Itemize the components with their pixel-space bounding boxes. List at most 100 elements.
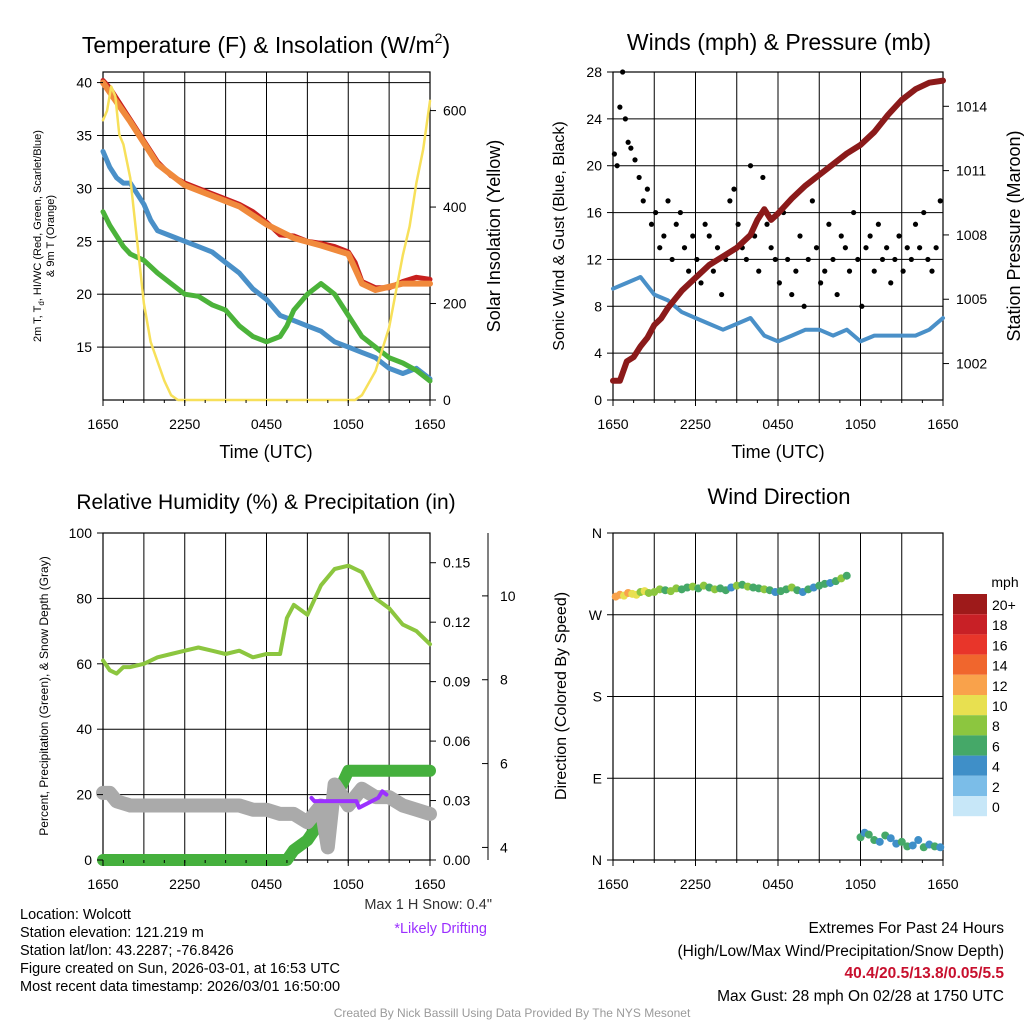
- y2-tick-label: 0.03: [443, 793, 470, 809]
- gust-point: [830, 256, 836, 263]
- legend-label: 14: [992, 658, 1008, 674]
- gust-point: [714, 245, 721, 251]
- y-tick-label: 35: [76, 127, 92, 143]
- legend-label: 2: [992, 779, 1000, 795]
- gust-point: [776, 280, 782, 286]
- gust-point: [690, 233, 696, 239]
- gust-point: [747, 163, 754, 169]
- y-tick-label: 0: [594, 392, 602, 408]
- gust-point: [809, 198, 815, 204]
- gust-point: [611, 151, 617, 157]
- station-location: Location: Wolcott: [20, 907, 131, 923]
- gust-point: [867, 233, 873, 239]
- gust-point: [818, 280, 824, 286]
- station-elevation: Station elevation: 121.219 m: [20, 925, 204, 941]
- max-snow-note: Max 1 H Snow: 0.4": [364, 897, 492, 913]
- gust-point: [888, 280, 894, 286]
- gust-point: [834, 291, 840, 298]
- wind-direction-points: [611, 571, 945, 852]
- y-tick-label: 28: [586, 64, 602, 80]
- y-tick-label: 24: [586, 111, 602, 127]
- y-tick-label: 20: [76, 787, 92, 803]
- wind-direction-ticks: 1650 2250 0450 1050 1650 N W S E N: [589, 525, 959, 892]
- gust-point: [614, 163, 620, 169]
- y2-tick-label: 1002: [956, 356, 987, 372]
- x-tick-label: 1650: [927, 416, 958, 432]
- x-tick-label: 1650: [414, 416, 445, 432]
- y-tick-label: 80: [76, 590, 92, 606]
- y-tick-label: W: [589, 607, 603, 623]
- series-snow-depth: [96, 777, 437, 855]
- y2-tick-label: 200: [443, 296, 467, 312]
- series-solar-insolation: [101, 85, 432, 402]
- series-td: [100, 209, 433, 384]
- y-tick-label: N: [592, 852, 602, 868]
- gust-point: [644, 186, 650, 192]
- gust-point: [813, 245, 820, 251]
- y2-tick-label: 0.06: [443, 733, 470, 749]
- gust-point: [900, 268, 906, 274]
- gust-point: [933, 245, 939, 251]
- direction-point: [842, 571, 851, 580]
- gust-point: [731, 186, 737, 192]
- likely-drifting-note: *Likely Drifting: [394, 921, 487, 937]
- humidity-chart: Relative Humidity (%) & Precipitation (i…: [37, 491, 516, 892]
- y3-tick-label: 10: [500, 588, 516, 604]
- gust-point: [863, 245, 869, 251]
- legend-swatch: [953, 775, 987, 796]
- gust-point: [665, 198, 671, 204]
- pressure-y-label: Station Pressure (Maroon): [1004, 130, 1024, 341]
- temperature-grid: [103, 72, 430, 400]
- temperature-x-label: Time (UTC): [219, 442, 312, 462]
- gust-point: [756, 268, 762, 274]
- x-tick-label: 1050: [845, 416, 876, 432]
- gust-point: [719, 291, 725, 298]
- gust-point: [838, 233, 844, 239]
- gust-point: [921, 209, 927, 216]
- x-tick-label: 1050: [333, 416, 364, 432]
- gust-point: [929, 268, 935, 274]
- gust-point: [640, 198, 646, 204]
- gust-point: [743, 256, 749, 263]
- y-tick-label: 60: [76, 656, 92, 672]
- direction-point: [875, 837, 884, 846]
- winds-x-label: Time (UTC): [731, 442, 824, 462]
- x-tick-label: 1650: [927, 876, 958, 892]
- x-tick-label: 1650: [414, 876, 445, 892]
- gust-point: [842, 245, 848, 251]
- speed-legend-title: mph: [991, 574, 1018, 590]
- humidity-series: [96, 563, 437, 866]
- gust-point: [760, 174, 766, 181]
- gust-point: [768, 245, 774, 251]
- gust-point: [710, 268, 716, 274]
- x-tick-label: 1050: [845, 876, 876, 892]
- gust-point: [875, 221, 881, 227]
- gust-point: [617, 104, 623, 110]
- gust-point: [908, 256, 914, 263]
- y-tick-label: 4: [594, 345, 602, 361]
- y-tick-label: S: [593, 689, 602, 705]
- gust-point: [694, 256, 700, 263]
- temperature-series: [100, 78, 433, 402]
- gust-point: [764, 221, 770, 227]
- gust-point: [735, 221, 741, 227]
- gust-point: [917, 245, 923, 251]
- y2-tick-label: 0.09: [443, 674, 470, 690]
- gust-point: [801, 303, 807, 309]
- max-gust: Max Gust: 28 mph On 02/28 at 1750 UTC: [717, 987, 1004, 1005]
- y2-tick-label: 1011: [956, 163, 986, 179]
- y2-tick-label: 400: [443, 199, 467, 215]
- gust-point: [686, 268, 692, 274]
- y2-tick-label: 1008: [956, 227, 987, 243]
- legend-swatch: [953, 594, 987, 615]
- station-info: Location: Wolcott Station elevation: 121…: [20, 906, 340, 996]
- y3-tick-label: 8: [500, 672, 508, 688]
- y-tick-label: 8: [594, 298, 602, 314]
- gust-point: [826, 221, 832, 227]
- gust-point: [789, 291, 795, 298]
- y-tick-label: 15: [76, 339, 92, 355]
- gust-point: [846, 268, 853, 274]
- series-station-pressure: [610, 77, 946, 384]
- gust-point: [884, 245, 890, 251]
